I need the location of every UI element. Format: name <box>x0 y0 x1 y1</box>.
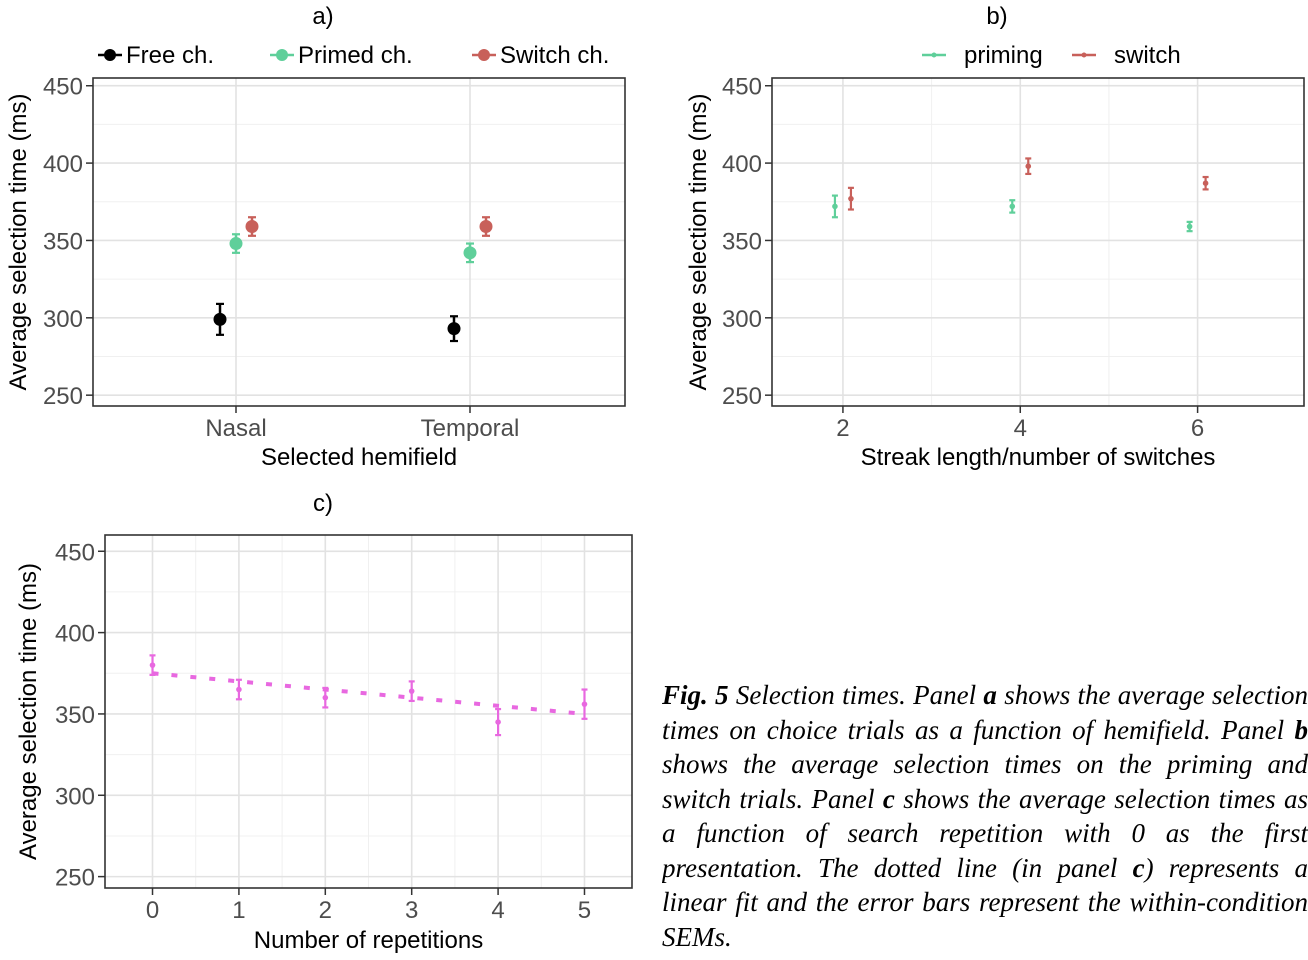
data-point <box>463 246 477 260</box>
panel-border <box>771 77 1305 407</box>
panel-border <box>92 77 626 407</box>
y-axis-label: Average selection time (ms) <box>15 563 42 860</box>
y-tick-label: 250 <box>55 865 95 892</box>
y-tick-label: 250 <box>43 383 83 410</box>
y-tick-label: 350 <box>43 228 83 255</box>
y-tick-label: 300 <box>55 783 95 810</box>
chart-panel-c: 250 300 350 400 450 0 1 2 3 4 5 c) Number of repetit… <box>15 490 633 954</box>
caption-panel-ref: c <box>882 783 895 814</box>
x-tick-label: 4 <box>1014 415 1027 442</box>
data-point <box>1025 163 1032 169</box>
y-tick-label: 400 <box>43 151 83 178</box>
legend-key-point <box>1081 52 1087 58</box>
legend-key-point <box>478 49 490 61</box>
legend-label: Primed ch. <box>298 42 413 69</box>
data-point <box>1186 223 1193 230</box>
y-tick-label: 400 <box>722 151 762 178</box>
legend-key-point <box>931 52 937 58</box>
y-tick-label: 300 <box>722 306 762 333</box>
caption-text: Selection times. Panel <box>728 680 984 710</box>
y-tick-label: 350 <box>55 702 95 729</box>
data-point <box>848 195 854 202</box>
data-point <box>1202 180 1209 187</box>
data-point <box>245 220 259 234</box>
caption-text: shows the average selection times on cho… <box>662 680 1308 745</box>
y-tick-label: 300 <box>43 306 83 333</box>
data-point <box>236 686 242 693</box>
legend-label: switch <box>1114 42 1181 69</box>
x-axis-label: Selected hemifield <box>261 444 457 471</box>
linear-fit-line <box>152 671 585 716</box>
panel-title: b) <box>986 3 1007 30</box>
y-axis-label: Average selection time (ms) <box>685 94 712 391</box>
legend-label: Switch ch. <box>500 42 609 69</box>
data-point <box>229 237 243 251</box>
data-point <box>408 688 415 694</box>
y-axis-label: Average selection time (ms) <box>5 94 32 391</box>
legend-key-point <box>104 49 116 61</box>
x-tick-label: Nasal <box>205 415 266 442</box>
chart-panel-b: 250 300 350 400 450 2 4 6 b) Streak length/number… <box>685 3 1305 471</box>
legend-label: priming <box>964 42 1043 69</box>
data-point <box>149 662 156 668</box>
caption-panel-ref: c <box>1132 852 1145 883</box>
caption-panel-ref: b <box>1294 714 1308 745</box>
x-axis-label: Streak length/number of switches <box>861 444 1216 471</box>
panel-border <box>104 534 633 889</box>
y-tick-label: 250 <box>722 383 762 410</box>
panel-title: c) <box>313 490 333 517</box>
x-axis-label: Number of repetitions <box>254 927 483 954</box>
x-tick-label: 3 <box>405 897 418 924</box>
legend-label: Free ch. <box>126 42 214 69</box>
caption-panel-ref: a <box>983 680 997 710</box>
figure-caption: Fig. 5 Selection times. Panel a shows th… <box>662 678 1308 960</box>
x-tick-label: 0 <box>146 897 159 924</box>
x-tick-label: Temporal <box>421 415 520 442</box>
data-point <box>479 220 493 234</box>
x-tick-label: 2 <box>319 897 332 924</box>
x-tick-label: 6 <box>1191 415 1204 442</box>
y-tick-label: 450 <box>722 74 762 101</box>
y-tick-label: 400 <box>55 621 95 648</box>
panel-title: a) <box>312 3 333 30</box>
data-point <box>832 203 838 210</box>
y-tick-label: 350 <box>722 228 762 255</box>
y-tick-label: 450 <box>55 539 95 566</box>
data-point <box>495 719 501 725</box>
data-point <box>581 701 588 707</box>
data-point <box>1009 203 1016 210</box>
data-point <box>213 312 227 326</box>
caption-text: shows the average selection times as a f… <box>662 783 1308 883</box>
x-tick-label: 4 <box>491 897 504 924</box>
caption-label: Fig. 5 <box>662 680 729 710</box>
legend-key-point <box>276 49 288 61</box>
chart-panel-a: 250 300 350 400 450 Nasal Temporal a) Selected h… <box>5 3 626 471</box>
x-tick-label: 2 <box>836 415 849 442</box>
y-tick-label: 450 <box>43 74 83 101</box>
x-tick-label: 5 <box>578 897 591 924</box>
caption-text: shows the average selection times on the… <box>662 749 1308 814</box>
data-point <box>322 694 329 701</box>
data-point <box>447 322 461 336</box>
x-tick-label: 1 <box>232 897 245 924</box>
caption-text: ) represents a linear fit and the error … <box>662 852 1308 952</box>
